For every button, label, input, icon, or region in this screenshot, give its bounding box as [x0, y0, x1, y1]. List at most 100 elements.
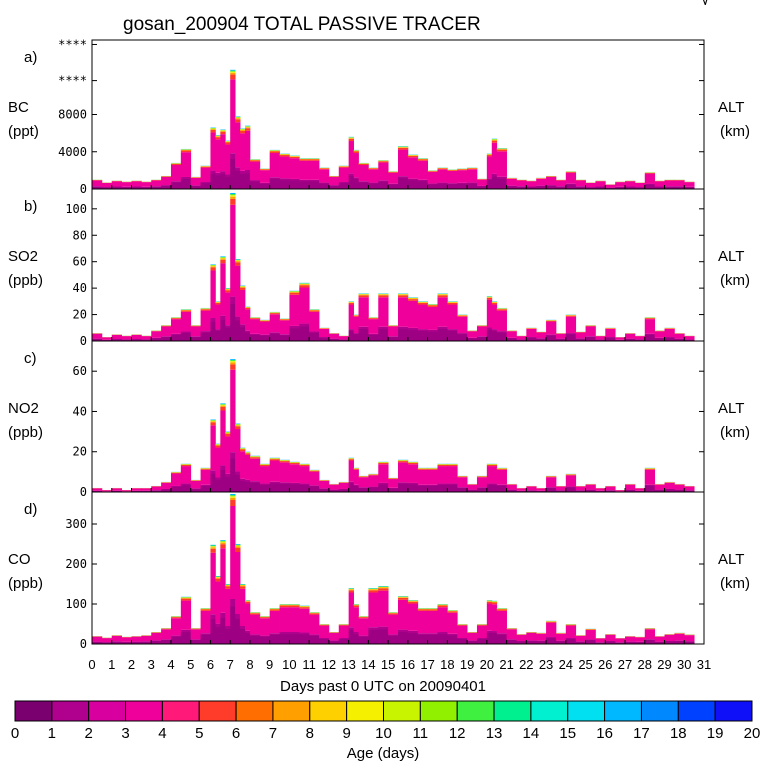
age-band — [210, 128, 216, 130]
age-band — [437, 294, 448, 296]
age-band-old — [388, 337, 399, 341]
data-column — [585, 628, 596, 644]
age-band — [546, 476, 557, 478]
data-column — [555, 179, 567, 189]
age-band — [190, 177, 201, 186]
age-band — [299, 323, 310, 341]
age-band-old — [585, 187, 596, 189]
colorbar-swatch — [456, 700, 495, 722]
age-band-old — [338, 183, 350, 189]
data-column — [245, 600, 251, 644]
age-band — [368, 474, 379, 476]
age-band-old — [634, 490, 646, 492]
age-band — [634, 637, 646, 642]
age-band-old — [353, 334, 359, 341]
age-band-old — [151, 641, 162, 644]
age-band — [215, 623, 221, 644]
age-band — [249, 456, 261, 458]
age-band — [240, 287, 246, 290]
alt-units-label: (km) — [720, 424, 750, 441]
data-column — [378, 586, 389, 644]
age-band — [634, 641, 646, 644]
age-band — [151, 186, 162, 189]
age-band-old — [225, 629, 231, 644]
age-band-old — [684, 641, 695, 644]
data-column — [348, 301, 354, 341]
age-band — [353, 333, 359, 341]
age-band — [225, 288, 231, 290]
age-band — [506, 484, 517, 490]
colorbar-tick-label: 17 — [633, 725, 650, 742]
age-band-old — [319, 183, 330, 189]
age-band — [447, 612, 458, 634]
age-band — [111, 186, 123, 189]
data-column — [467, 483, 478, 492]
data-column — [348, 588, 354, 644]
age-band — [378, 626, 389, 644]
age-band — [486, 299, 493, 328]
age-band — [245, 454, 251, 480]
data-column — [319, 479, 330, 492]
age-band — [644, 172, 656, 174]
y-tick-label: 4000 — [58, 145, 87, 159]
age-band — [427, 484, 438, 492]
data-column — [491, 600, 498, 644]
age-band — [220, 256, 226, 258]
colorbar-tick-label: 12 — [449, 725, 466, 742]
age-band — [417, 160, 429, 180]
age-band — [220, 403, 226, 405]
age-band-old — [338, 339, 350, 341]
age-band-old — [476, 487, 488, 492]
age-band — [644, 628, 656, 630]
age-band — [398, 297, 409, 327]
age-band-old — [585, 489, 596, 492]
age-band — [378, 294, 389, 296]
data-column — [674, 333, 685, 341]
age-band — [486, 327, 493, 341]
age-band — [299, 483, 310, 492]
y-tick-label: 0 — [80, 182, 87, 196]
age-band — [225, 174, 231, 189]
age-band — [225, 292, 231, 326]
age-band — [684, 635, 695, 642]
data-column — [353, 604, 359, 644]
age-band — [245, 479, 251, 492]
age-band-old — [240, 173, 246, 189]
data-column — [230, 359, 236, 492]
age-band — [491, 466, 498, 484]
age-band — [151, 337, 162, 341]
age-band — [476, 624, 488, 626]
age-band — [101, 642, 113, 644]
data-column — [259, 319, 271, 341]
age-band — [259, 464, 271, 467]
age-band — [289, 156, 300, 159]
age-band — [491, 304, 498, 330]
age-band — [595, 336, 606, 340]
age-band — [269, 153, 280, 178]
age-band — [200, 484, 211, 492]
age-band — [407, 464, 419, 483]
data-column — [215, 443, 221, 492]
age-band-old — [111, 339, 123, 341]
age-band — [141, 339, 152, 341]
age-band-old — [309, 333, 320, 341]
age-band-old — [595, 490, 606, 492]
age-band — [565, 486, 577, 492]
age-band-old — [309, 181, 320, 189]
age-band — [215, 329, 221, 341]
age-band — [407, 463, 419, 465]
age-band — [111, 641, 123, 644]
age-band-old — [546, 335, 557, 341]
age-band-old — [328, 185, 340, 189]
age-band — [92, 338, 103, 341]
age-band — [595, 642, 606, 644]
age-band — [467, 640, 478, 644]
age-band-old — [151, 490, 162, 492]
age-band — [516, 336, 527, 340]
age-band — [486, 601, 493, 602]
data-column — [654, 330, 665, 341]
age-band — [289, 294, 300, 326]
age-band — [190, 480, 201, 489]
age-band — [664, 180, 675, 187]
age-band — [457, 169, 468, 171]
